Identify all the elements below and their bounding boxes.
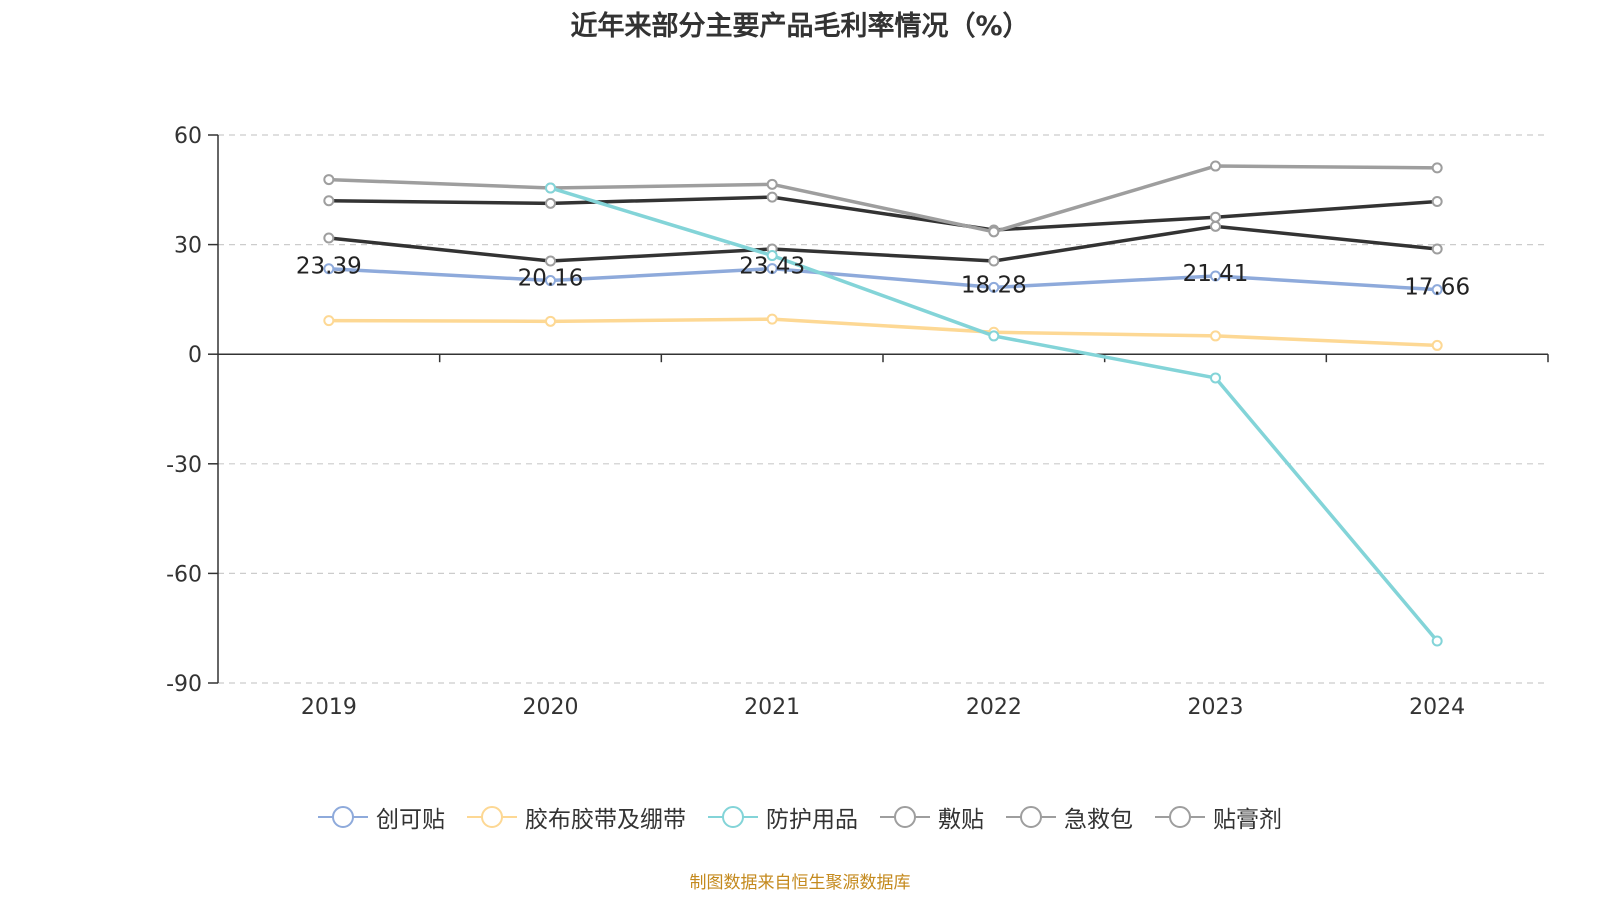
legend-label: 胶布胶带及绷带 [525, 807, 686, 833]
legend-label: 创可贴 [376, 807, 445, 833]
y-tick-label: -60 [166, 562, 202, 587]
chart-title: 近年来部分主要产品毛利率情况（%） [570, 11, 1030, 42]
legend-item[interactable]: 急救包 [1006, 800, 1133, 834]
legend-item[interactable]: 敷贴 [880, 800, 984, 834]
data-label: 21.41 [1183, 261, 1249, 287]
series-line [328, 266, 1438, 292]
label-layer: 23.39 20.16 23.43 18.28 21.41 17.66 [296, 254, 1470, 301]
legend-label: 急救包 [1064, 807, 1133, 833]
data-point [1431, 339, 1443, 351]
legend-marker-icon [467, 806, 517, 828]
source-note: 制图数据来自恒生聚源数据库 [689, 873, 911, 893]
data-point [1210, 211, 1221, 223]
legend-label: 防护用品 [766, 807, 858, 833]
series-line [328, 164, 1438, 234]
legend-item[interactable]: 创可贴 [318, 800, 445, 834]
data-point [1431, 162, 1443, 174]
series-line [328, 317, 1438, 348]
data-point [988, 255, 1000, 267]
data-point [766, 263, 778, 275]
series-line [328, 224, 1438, 263]
data-label: 20.16 [518, 266, 584, 292]
data-point [1210, 372, 1221, 384]
data-point [545, 182, 556, 194]
data-point [988, 226, 1000, 238]
data-point [1431, 635, 1443, 647]
data-point [1210, 160, 1221, 172]
data-point [1431, 284, 1443, 296]
legend-marker-icon [1155, 806, 1205, 828]
data-point [323, 174, 335, 186]
series-layer [323, 160, 1443, 647]
data-label: 23.43 [739, 254, 805, 280]
legend-item[interactable]: 胶布胶带及绷带 [467, 800, 686, 834]
data-point [323, 195, 335, 207]
y-tick-label: -90 [166, 672, 202, 697]
data-point [766, 191, 778, 203]
legend-label: 贴膏剂 [1213, 807, 1282, 833]
data-point [1210, 270, 1221, 282]
data-label: 17.66 [1404, 275, 1470, 301]
legend-marker-icon [318, 806, 368, 828]
data-point [766, 250, 778, 262]
data-point [323, 232, 335, 244]
data-label: 23.39 [296, 254, 362, 280]
data-point [545, 315, 556, 327]
x-tick-label: 2022 [966, 695, 1022, 720]
line-chart: 60 30 0 -30 -60 -90 2019 2020 2021 2022 2023 2024 2… [166, 124, 1549, 720]
data-point [323, 263, 335, 275]
data-point [545, 255, 556, 267]
legend-marker-icon [1006, 806, 1056, 828]
data-point [1210, 330, 1221, 342]
legend-label: 敷贴 [938, 807, 984, 833]
legend-marker-icon [880, 806, 930, 828]
grid-layer [218, 134, 1548, 684]
data-point [545, 275, 556, 287]
y-tick-label: 0 [188, 343, 202, 368]
data-point [988, 281, 1000, 293]
legend-marker-icon [708, 806, 758, 828]
data-point [545, 197, 556, 209]
data-point [988, 330, 1000, 342]
x-tick-label: 2024 [1409, 695, 1465, 720]
y-tick-label: -30 [166, 453, 202, 478]
legend-item[interactable]: 防护用品 [708, 800, 858, 834]
x-tick-label: 2019 [301, 695, 357, 720]
data-point [1431, 195, 1443, 207]
y-tick-label: 30 [174, 234, 202, 259]
data-point [323, 315, 335, 327]
data-label: 18.28 [961, 272, 1027, 298]
x-tick-label: 2020 [523, 695, 579, 720]
x-tick-label: 2021 [744, 695, 800, 720]
axis-layer: 60 30 0 -30 -60 -90 2019 2020 2021 2022 2023 2024 [166, 124, 1549, 720]
data-point [1431, 243, 1443, 255]
legend: 创可贴 胶布胶带及绷带 防护用品 敷贴 急救包 贴膏剂 [0, 800, 1600, 834]
data-point [766, 178, 778, 190]
data-point [766, 313, 778, 325]
legend-item[interactable]: 贴膏剂 [1155, 800, 1282, 834]
y-tick-label: 60 [174, 124, 202, 149]
data-point [1210, 220, 1221, 232]
x-tick-label: 2023 [1188, 695, 1244, 720]
series-line [328, 195, 1438, 232]
